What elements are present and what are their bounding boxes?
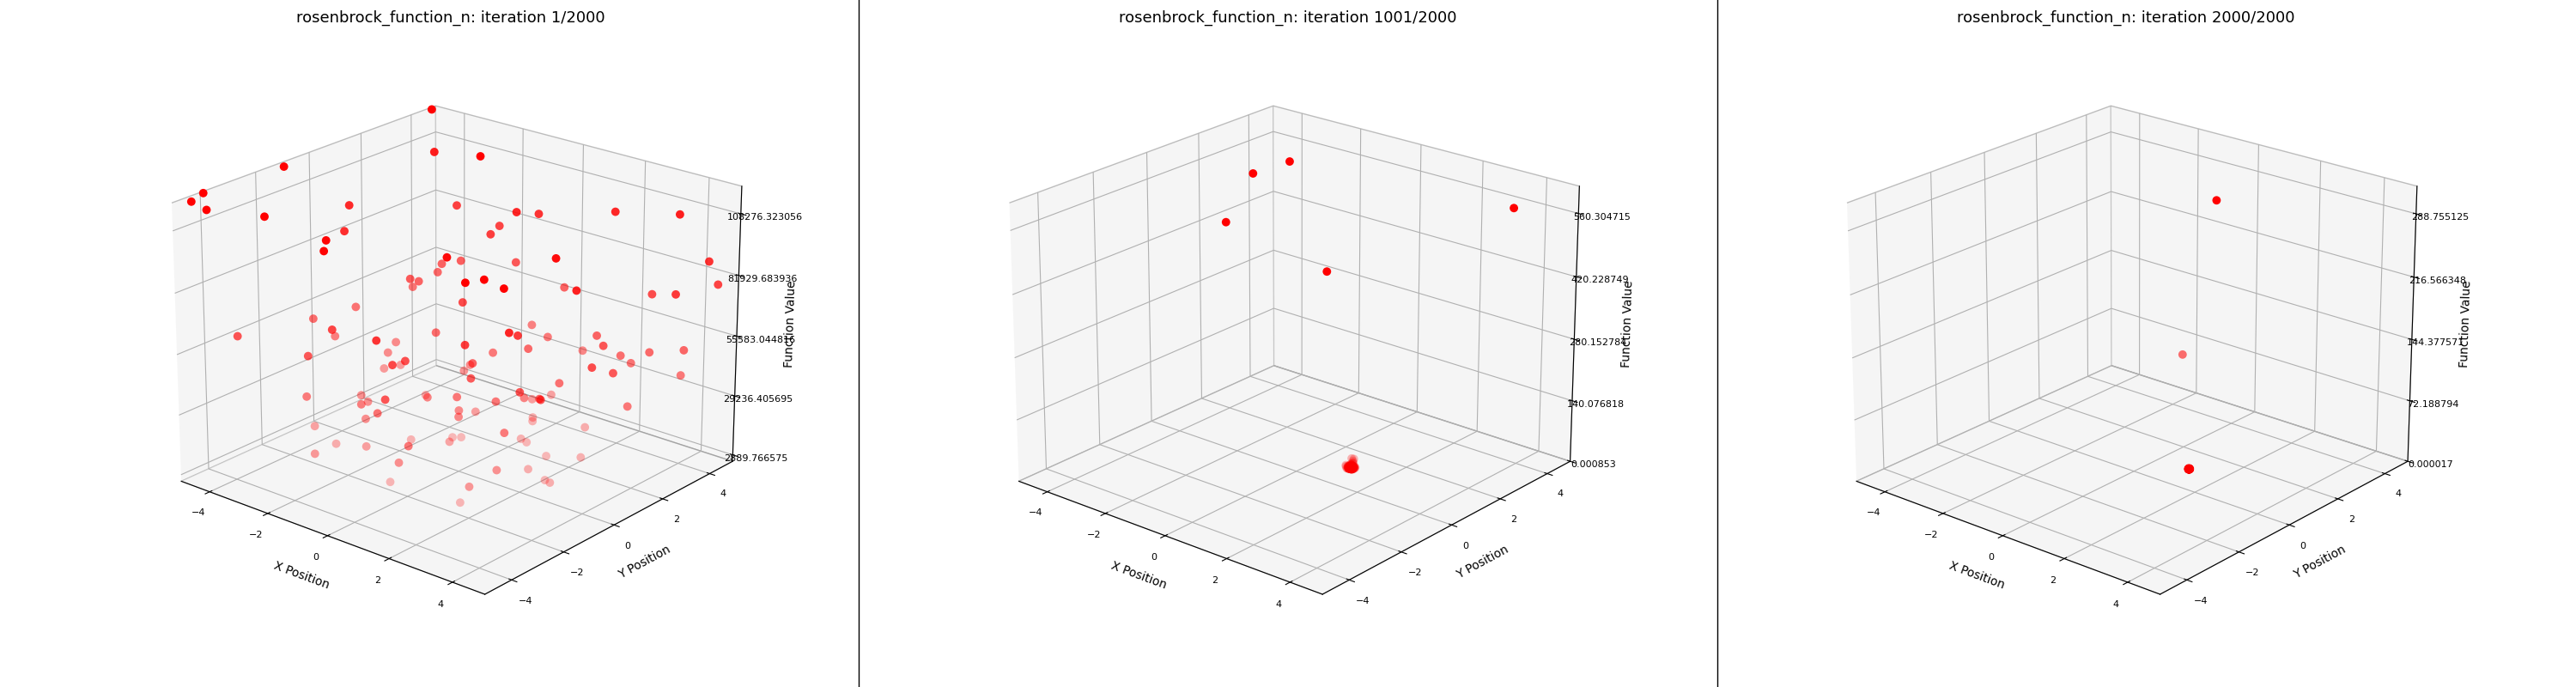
Y-axis label: Y Position: Y Position bbox=[1453, 543, 1510, 581]
Title: rosenbrock_function_n: iteration 1001/2000: rosenbrock_function_n: iteration 1001/20… bbox=[1118, 10, 1458, 26]
X-axis label: X Position: X Position bbox=[1110, 560, 1170, 592]
X-axis label: X Position: X Position bbox=[1947, 560, 2007, 592]
X-axis label: X Position: X Position bbox=[273, 560, 330, 592]
Title: rosenbrock_function_n: iteration 1/2000: rosenbrock_function_n: iteration 1/2000 bbox=[296, 10, 605, 26]
Title: rosenbrock_function_n: iteration 2000/2000: rosenbrock_function_n: iteration 2000/20… bbox=[1958, 10, 2295, 26]
Y-axis label: Y Position: Y Position bbox=[616, 543, 672, 581]
Y-axis label: Y Position: Y Position bbox=[2293, 543, 2347, 581]
